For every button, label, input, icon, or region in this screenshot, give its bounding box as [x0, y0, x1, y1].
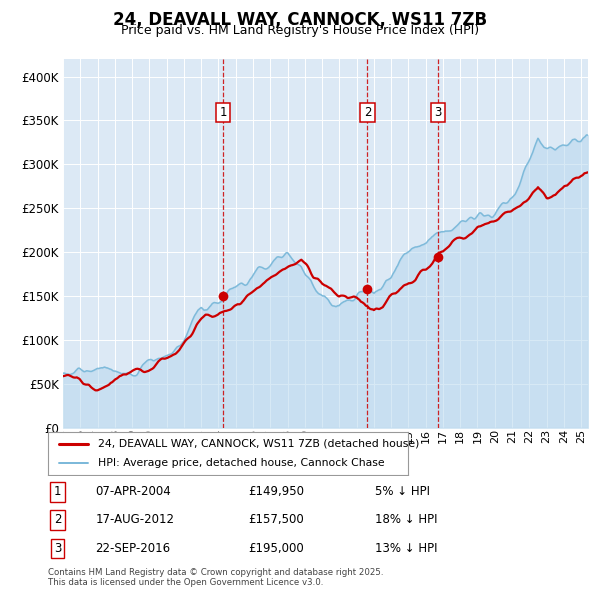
Text: £149,950: £149,950	[248, 486, 305, 499]
Text: Contains HM Land Registry data © Crown copyright and database right 2025.
This d: Contains HM Land Registry data © Crown c…	[48, 568, 383, 587]
Text: 24, DEAVALL WAY, CANNOCK, WS11 7ZB (detached house): 24, DEAVALL WAY, CANNOCK, WS11 7ZB (deta…	[98, 439, 420, 449]
Text: 22-SEP-2016: 22-SEP-2016	[95, 542, 170, 555]
Text: 07-APR-2004: 07-APR-2004	[95, 486, 171, 499]
Text: 3: 3	[54, 542, 61, 555]
Text: 24, DEAVALL WAY, CANNOCK, WS11 7ZB: 24, DEAVALL WAY, CANNOCK, WS11 7ZB	[113, 11, 487, 29]
Text: HPI: Average price, detached house, Cannock Chase: HPI: Average price, detached house, Cann…	[98, 458, 385, 468]
Text: 1: 1	[220, 106, 227, 119]
Text: 2: 2	[364, 106, 371, 119]
Text: 18% ↓ HPI: 18% ↓ HPI	[376, 513, 438, 526]
Text: £195,000: £195,000	[248, 542, 304, 555]
Text: 3: 3	[434, 106, 442, 119]
Text: 17-AUG-2012: 17-AUG-2012	[95, 513, 175, 526]
Text: 1: 1	[54, 486, 61, 499]
Text: Price paid vs. HM Land Registry's House Price Index (HPI): Price paid vs. HM Land Registry's House …	[121, 24, 479, 37]
Text: 13% ↓ HPI: 13% ↓ HPI	[376, 542, 438, 555]
Text: 5% ↓ HPI: 5% ↓ HPI	[376, 486, 430, 499]
Text: 2: 2	[54, 513, 61, 526]
Text: £157,500: £157,500	[248, 513, 304, 526]
